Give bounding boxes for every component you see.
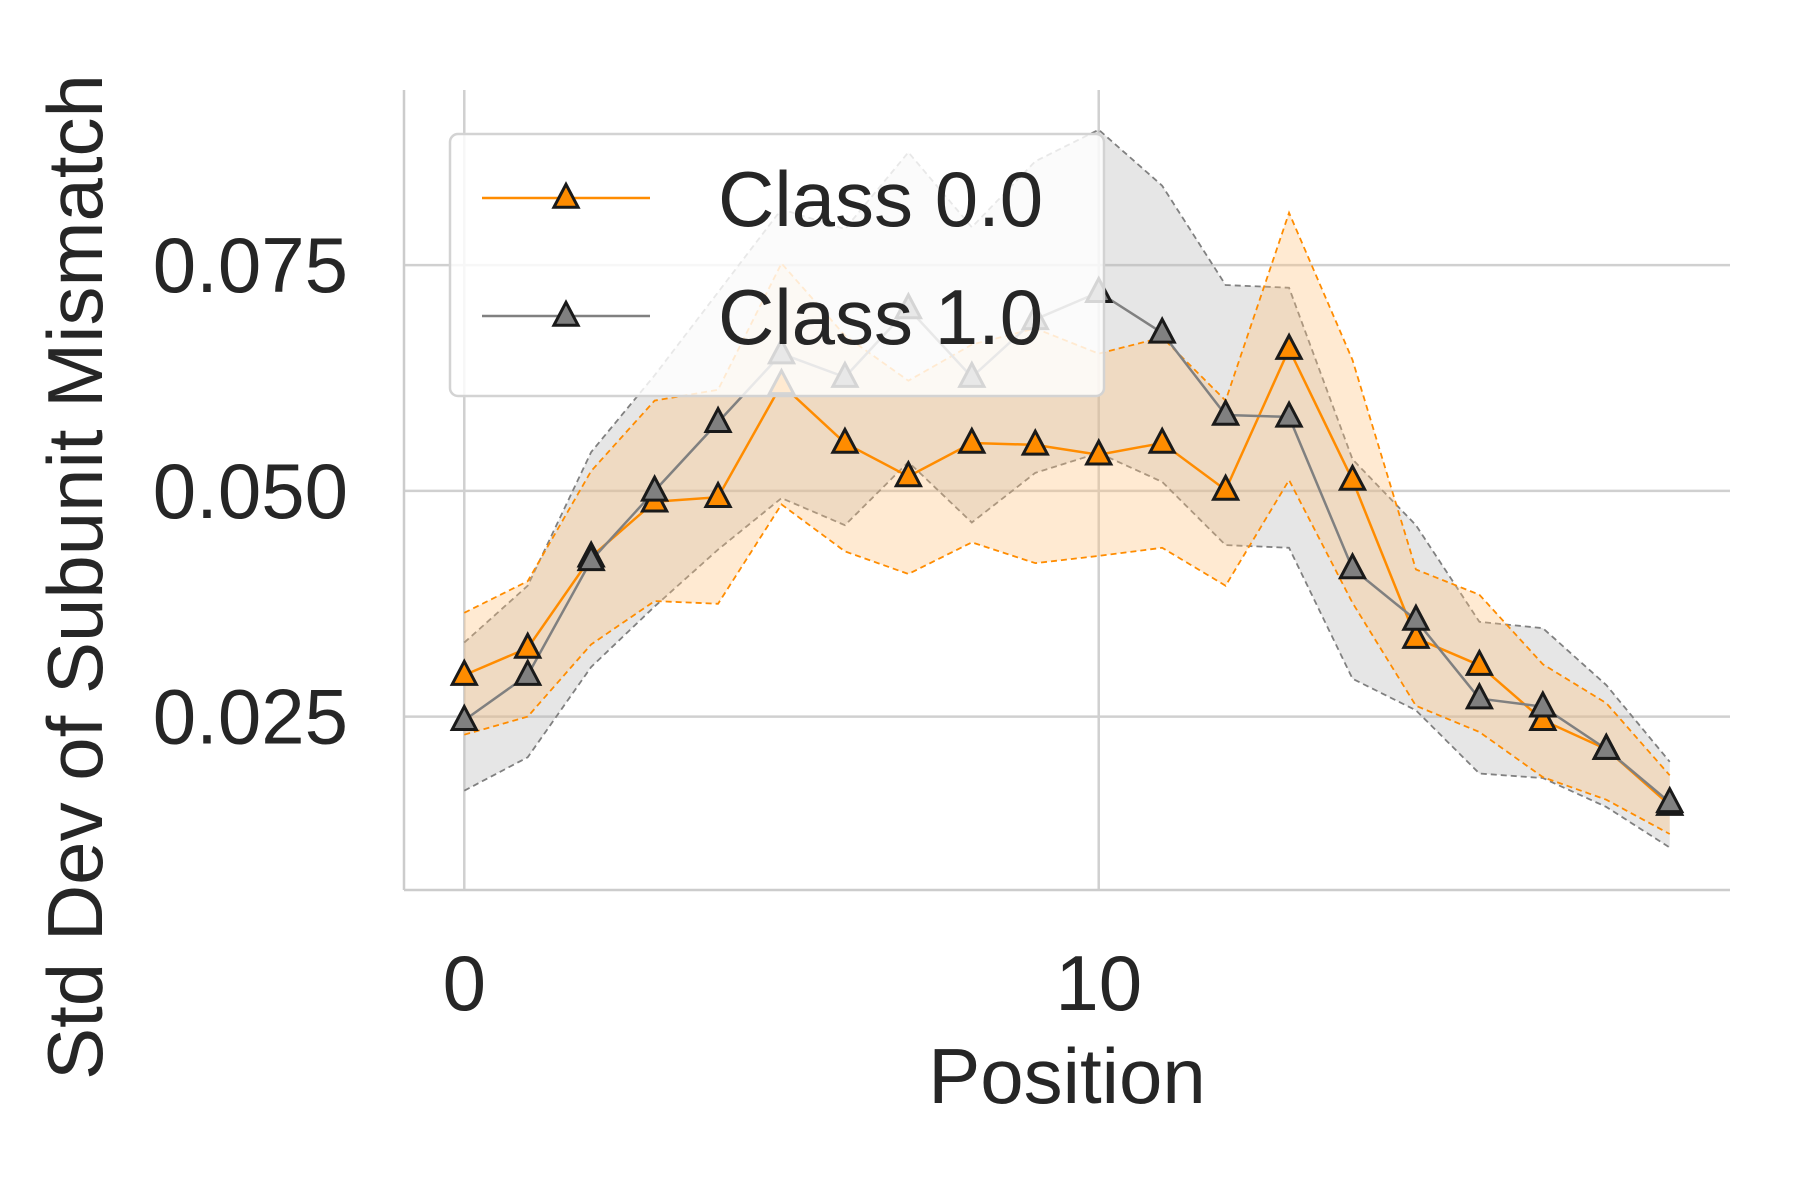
data-point-class-1 bbox=[576, 543, 606, 572]
axes bbox=[402, 90, 1730, 892]
data-point-class-1 bbox=[703, 405, 733, 434]
data-point-class-1 bbox=[1464, 681, 1494, 710]
data-point-class-0 bbox=[1084, 437, 1114, 466]
y-tick-label: 0.075 bbox=[153, 221, 348, 309]
data-point-class-0 bbox=[1147, 426, 1177, 454]
data-point-class-0 bbox=[1020, 428, 1050, 456]
lower-bound-line bbox=[463, 452, 1671, 849]
data-point-class-1 bbox=[1591, 732, 1621, 760]
x-tick-label: 10 bbox=[1055, 939, 1142, 1027]
lower-bound-line bbox=[464, 478, 1671, 835]
data-point-class-0 bbox=[1211, 473, 1241, 501]
y-axis-label: Std Dev of Subunit Mismatch bbox=[31, 74, 119, 1080]
data-point-class-1 bbox=[1337, 551, 1368, 580]
data-point-class-1 bbox=[1528, 689, 1558, 718]
data-point-class-0 bbox=[1528, 703, 1558, 731]
legend-box bbox=[448, 132, 1106, 398]
data-point-class-1 bbox=[1655, 785, 1685, 814]
data-point-class-1 bbox=[1147, 316, 1177, 344]
data-point-class-1 bbox=[1211, 398, 1241, 426]
data-point-class-0 bbox=[1464, 648, 1494, 676]
tick-labels: 0 10 0.025 0.050 0.075 bbox=[153, 221, 1142, 1027]
data-point-class-1 bbox=[513, 658, 543, 686]
data-point-class-0 bbox=[1401, 621, 1431, 649]
data-point-class-0 bbox=[513, 631, 543, 659]
data-point-class-0 bbox=[1274, 332, 1304, 360]
data-point-class-0 bbox=[830, 426, 860, 454]
data-point-class-1 bbox=[1401, 603, 1431, 631]
data-point-class-1 bbox=[1274, 400, 1304, 428]
legend-label: Class 0.0 bbox=[718, 155, 1043, 243]
y-tick-label: 0.050 bbox=[153, 447, 348, 535]
data-point-class-0 bbox=[893, 459, 923, 488]
legend: Class 0.0 Class 1.0 bbox=[448, 132, 1106, 398]
x-axis-label: Position bbox=[928, 1032, 1206, 1120]
legend-label: Class 1.0 bbox=[718, 273, 1043, 361]
data-point-class-0 bbox=[449, 658, 479, 686]
legend-marker bbox=[551, 299, 581, 327]
data-point-class-1 bbox=[449, 703, 479, 731]
data-point-class-1 bbox=[640, 474, 670, 502]
y-tick-label: 0.025 bbox=[153, 673, 348, 761]
data-point-class-0 bbox=[1337, 463, 1368, 491]
data-point-class-0 bbox=[957, 426, 987, 454]
x-tick-label: 0 bbox=[443, 939, 486, 1027]
data-point-class-0 bbox=[703, 480, 733, 508]
legend-marker bbox=[551, 181, 581, 209]
